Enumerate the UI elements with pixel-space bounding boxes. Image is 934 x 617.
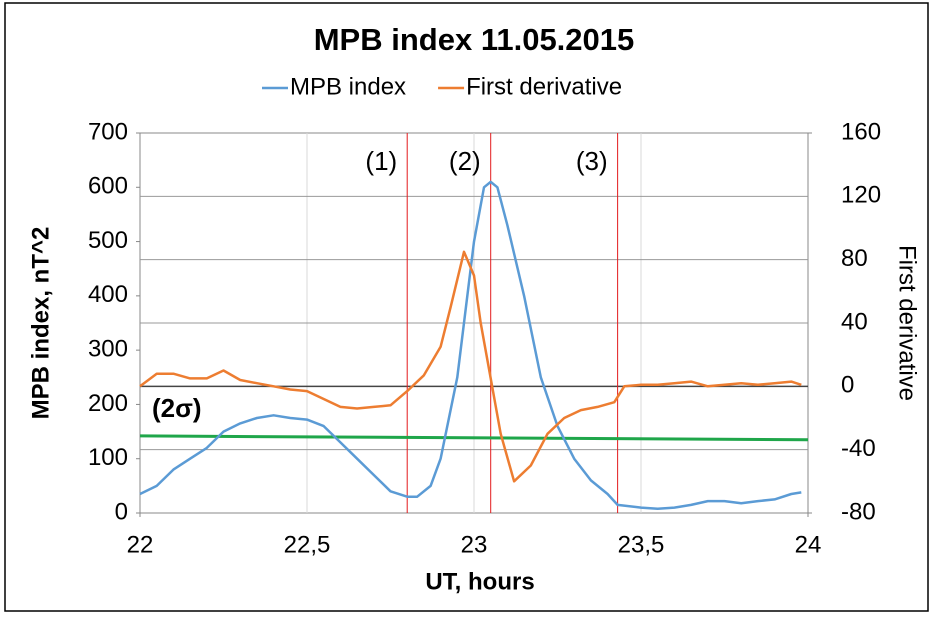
x-tick-label: 23,5 — [618, 531, 665, 558]
y-axis-label: MPB index, nT^2 — [27, 227, 54, 420]
y-tick-label: 500 — [88, 227, 128, 254]
legend-label: First derivative — [466, 73, 622, 100]
x-tick-label: 23 — [461, 531, 488, 558]
legend-label: MPB index — [290, 73, 406, 100]
y-tick-label: 200 — [88, 390, 128, 417]
y-tick-label: 100 — [88, 444, 128, 471]
y2-tick-label: -40 — [841, 435, 876, 462]
y2-tick-label: 80 — [841, 245, 868, 272]
y2-tick-label: 0 — [841, 372, 854, 399]
threshold-label: (2σ) — [152, 393, 202, 423]
series-line — [139, 180, 802, 510]
y-tick-label: 0 — [115, 498, 128, 525]
y2-tick-label: 160 — [841, 118, 881, 145]
event-label: (1) — [365, 146, 397, 176]
x-tick-label: 24 — [795, 531, 822, 558]
y-tick-label: 300 — [88, 335, 128, 362]
event-label: (2) — [449, 146, 481, 176]
threshold-line — [139, 434, 809, 442]
y2-tick-label: 120 — [841, 182, 881, 209]
y-tick-label: 600 — [88, 173, 128, 200]
y2-tick-label: -80 — [841, 498, 876, 525]
event-label: (3) — [576, 146, 608, 176]
y2-tick-label: 40 — [841, 308, 868, 335]
x-tick-label: 22 — [127, 531, 154, 558]
y-tick-label: 400 — [88, 281, 128, 308]
series-line — [139, 250, 802, 483]
chart-title: MPB index 11.05.2015 — [314, 22, 635, 57]
y-tick-label: 700 — [88, 118, 128, 145]
y2-axis-label: First derivative — [894, 245, 921, 401]
x-tick-label: 22,5 — [284, 531, 331, 558]
frame — [4, 2, 929, 612]
x-axis-label: UT, hours — [425, 568, 534, 595]
